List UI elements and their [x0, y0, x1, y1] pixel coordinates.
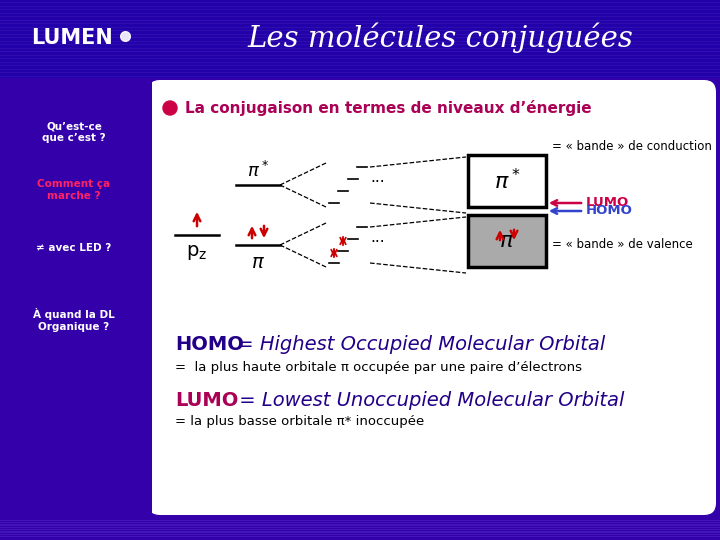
Bar [0, 0, 720, 78]
Text: $\pi^*$: $\pi^*$ [494, 168, 521, 194]
Bar [468, 215, 546, 267]
Text: = Lowest Unoccupied Molecular Orbital: = Lowest Unoccupied Molecular Orbital [233, 390, 624, 409]
Bar [468, 155, 546, 207]
Text: HOMO: HOMO [175, 335, 244, 354]
Text: = « bande » de conduction: = « bande » de conduction [552, 140, 712, 153]
Text: LUMEN: LUMEN [31, 28, 113, 48]
Text: $\mathrm{p_z}$: $\mathrm{p_z}$ [186, 243, 207, 262]
Text: LUMO: LUMO [586, 197, 629, 210]
Text: LUMO: LUMO [175, 390, 238, 409]
Text: = Highest Occupied Molecular Orbital: = Highest Occupied Molecular Orbital [231, 335, 606, 354]
Text: $\pi$: $\pi$ [499, 231, 515, 251]
Text: Qu’est-ce
que c’est ?: Qu’est-ce que c’est ? [42, 121, 106, 143]
Text: = « bande » de valence: = « bande » de valence [552, 239, 693, 252]
Bar [0, 80, 152, 515]
Text: = la plus basse orbitale π* inoccupée: = la plus basse orbitale π* inoccupée [175, 415, 424, 429]
Text: $\pi^*$: $\pi^*$ [247, 161, 269, 181]
Text: $\pi$: $\pi$ [251, 253, 265, 272]
Text: ≠ avec LED ?: ≠ avec LED ? [37, 243, 112, 253]
Text: =  la plus haute orbitale π occupée par une paire d’électrons: = la plus haute orbitale π occupée par u… [175, 361, 582, 374]
Text: Comment ça
marche ?: Comment ça marche ? [37, 179, 111, 201]
Text: HOMO: HOMO [586, 205, 633, 218]
Text: Les molécules conjuguées: Les molécules conjuguées [247, 23, 633, 53]
FancyBboxPatch shape [148, 80, 716, 515]
Text: ...: ... [370, 170, 384, 185]
Circle shape [163, 101, 177, 115]
Text: La conjugaison en termes de niveaux d’énergie: La conjugaison en termes de niveaux d’én… [185, 100, 592, 116]
Text: ...: ... [370, 230, 384, 245]
Text: À quand la DL
Organique ?: À quand la DL Organique ? [33, 308, 115, 332]
